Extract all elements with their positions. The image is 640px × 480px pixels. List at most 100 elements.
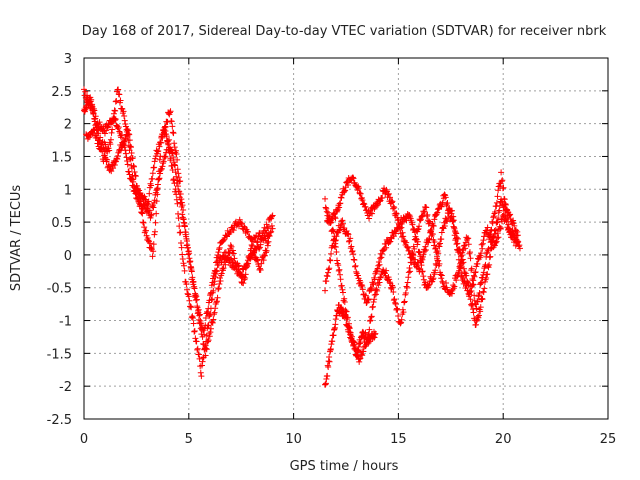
data-point <box>268 213 275 220</box>
data-point <box>375 201 382 208</box>
data-point <box>157 167 164 174</box>
data-point <box>454 272 461 279</box>
data-point <box>252 234 259 241</box>
data-point <box>334 257 341 264</box>
data-point <box>421 248 428 255</box>
data-point <box>336 266 343 273</box>
data-point <box>330 210 337 217</box>
data-point <box>455 269 462 276</box>
data-point <box>324 273 331 280</box>
data-point <box>365 296 372 303</box>
data-point <box>216 281 223 288</box>
data-point <box>510 217 517 224</box>
data-point <box>374 265 381 272</box>
data-point <box>462 245 469 252</box>
data-point <box>366 215 373 222</box>
data-point <box>484 224 491 231</box>
data-point <box>129 172 136 179</box>
data-point <box>366 326 373 333</box>
data-point <box>368 285 375 292</box>
data-point <box>172 188 179 195</box>
data-point <box>359 282 366 289</box>
data-point <box>254 238 261 245</box>
data-point <box>493 238 500 245</box>
data-point <box>251 249 258 256</box>
data-point <box>448 290 455 297</box>
data-point <box>188 304 195 311</box>
data-point <box>486 254 493 261</box>
data-point <box>335 262 342 269</box>
data-point <box>151 164 158 171</box>
data-point <box>404 284 411 291</box>
data-point <box>187 258 194 265</box>
data-point <box>479 245 486 252</box>
data-point <box>199 333 206 340</box>
data-point <box>174 166 181 173</box>
data-point <box>201 325 208 332</box>
data-point <box>242 274 249 281</box>
data-point <box>376 198 383 205</box>
data-point <box>229 247 236 254</box>
data-point <box>425 282 432 289</box>
data-point <box>130 176 137 183</box>
data-point <box>169 129 176 136</box>
data-point <box>126 171 133 178</box>
data-point <box>95 137 102 144</box>
data-point <box>361 201 368 208</box>
data-point <box>478 279 485 286</box>
data-point <box>494 230 501 237</box>
data-point <box>95 130 102 137</box>
data-point <box>122 150 129 157</box>
data-point <box>114 156 121 163</box>
data-point <box>332 237 339 244</box>
data-point <box>221 249 228 256</box>
data-point <box>202 314 209 321</box>
data-point <box>433 212 440 219</box>
data-point <box>450 213 457 220</box>
data-point <box>166 149 173 156</box>
data-point <box>151 158 158 165</box>
data-point <box>86 99 93 106</box>
data-point <box>117 147 124 154</box>
data-point <box>149 175 156 182</box>
data-point <box>258 236 265 243</box>
data-point <box>329 338 336 345</box>
data-point <box>263 247 270 254</box>
data-point <box>350 175 357 182</box>
data-point <box>434 206 441 213</box>
series-arc-3 <box>81 86 272 380</box>
data-point <box>193 293 200 300</box>
data-point <box>175 210 182 217</box>
data-point <box>388 199 395 206</box>
data-point <box>199 358 206 365</box>
data-point <box>115 86 122 93</box>
data-point <box>468 287 475 294</box>
ticks <box>83 57 609 420</box>
data-point <box>427 229 434 236</box>
data-point <box>458 252 465 259</box>
data-point <box>417 258 424 265</box>
data-point <box>389 284 396 291</box>
data-point <box>106 147 113 154</box>
data-point <box>162 123 169 130</box>
data-point <box>206 333 213 340</box>
data-point <box>146 207 153 214</box>
data-point <box>507 211 514 218</box>
data-point <box>178 244 185 251</box>
data-point <box>207 311 214 318</box>
series-arc-6 <box>322 196 521 328</box>
data-point <box>492 231 499 237</box>
data-point <box>189 314 196 321</box>
data-point <box>483 274 490 281</box>
data-point <box>386 276 393 283</box>
data-point <box>260 257 267 264</box>
data-point <box>198 362 205 369</box>
data-point <box>203 332 210 339</box>
data-point <box>418 262 425 269</box>
data-point <box>435 250 442 257</box>
x-tick-label: 15 <box>390 432 407 447</box>
data-point <box>198 320 205 327</box>
data-point <box>356 189 363 196</box>
data-point <box>412 256 419 263</box>
data-point <box>425 235 432 242</box>
